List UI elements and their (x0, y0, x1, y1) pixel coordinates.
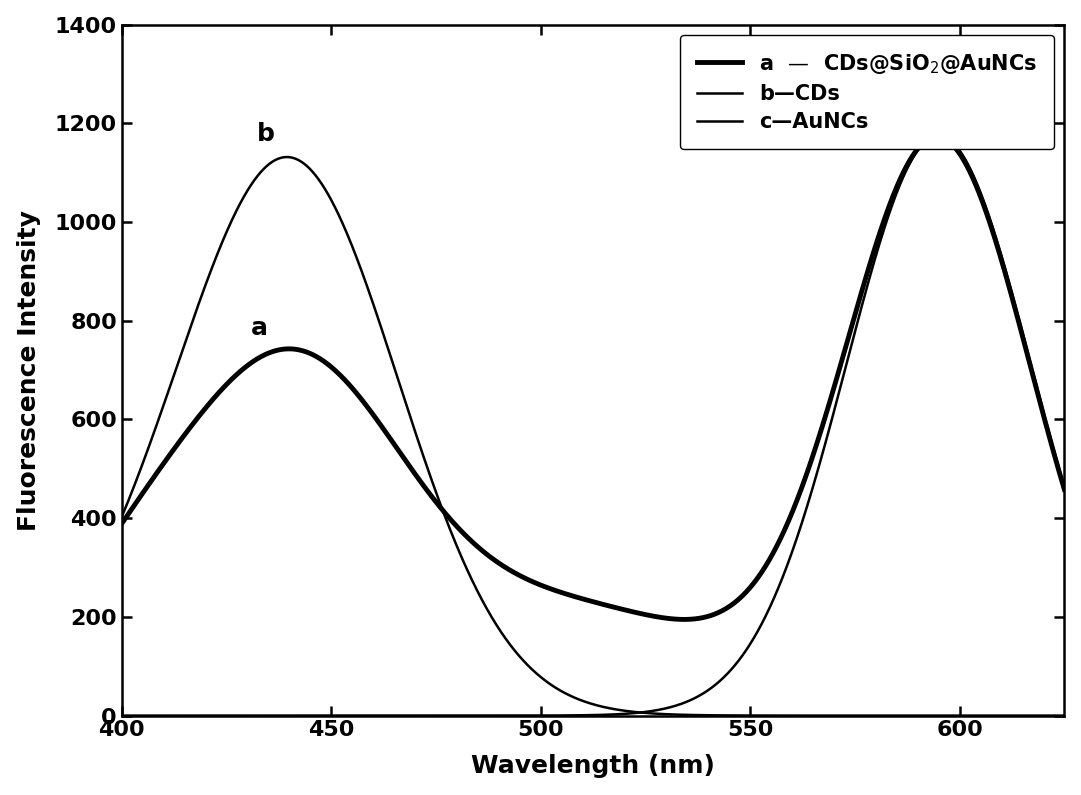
Legend: a  —  CDs@SiO$_2$@AuNCs, b—CDs, c—AuNCs: a — CDs@SiO$_2$@AuNCs, b—CDs, c—AuNCs (680, 35, 1054, 149)
Text: a: a (252, 316, 268, 340)
Text: b: b (257, 122, 275, 146)
X-axis label: Wavelength (nm): Wavelength (nm) (471, 754, 715, 778)
Y-axis label: Fluorescence Intensity: Fluorescence Intensity (16, 210, 41, 530)
Text: c: c (922, 103, 937, 127)
